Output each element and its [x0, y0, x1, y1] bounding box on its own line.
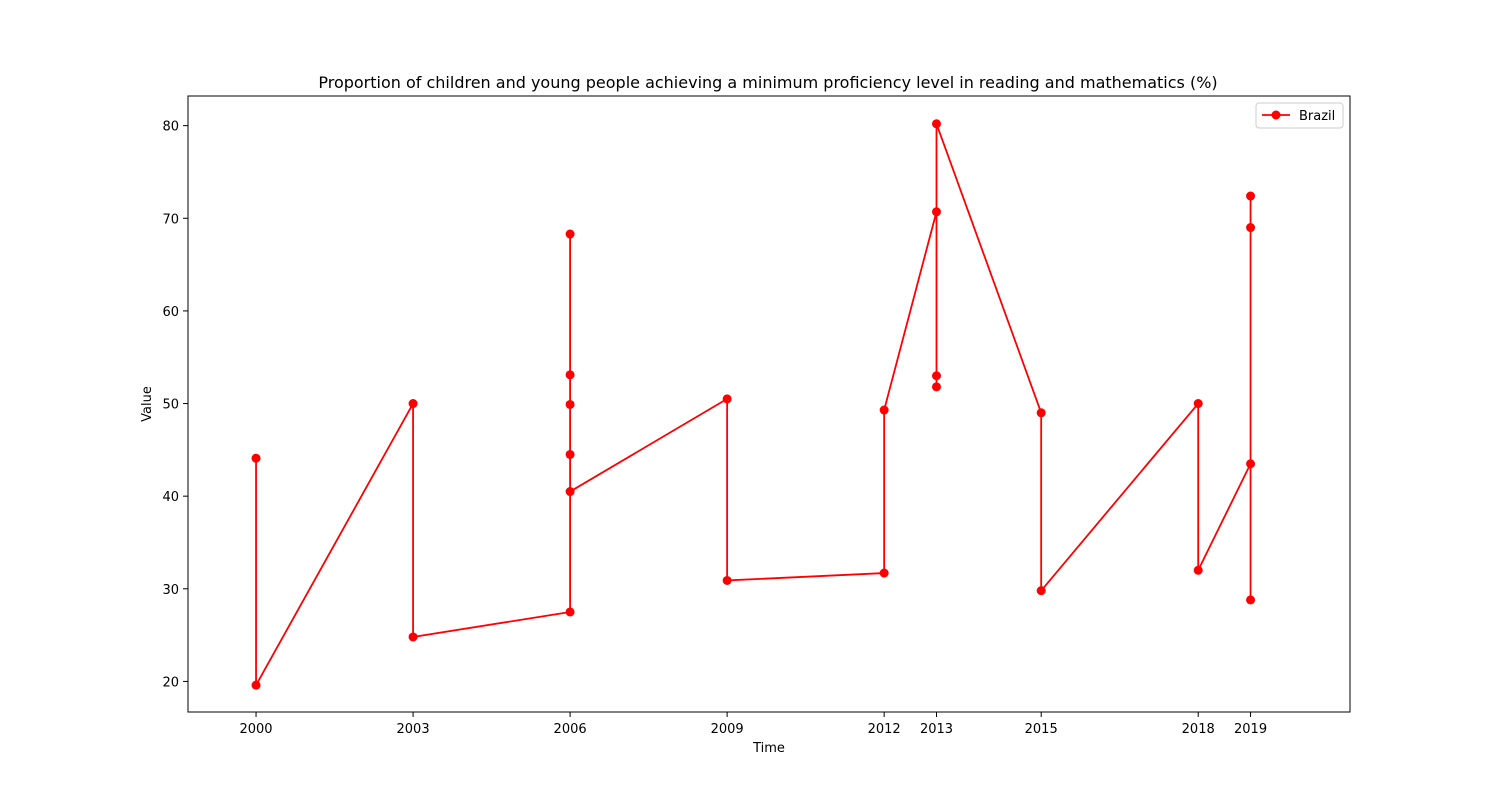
data-point [565, 370, 575, 380]
data-point [251, 453, 261, 463]
data-point [1036, 586, 1046, 596]
data-point [408, 632, 418, 642]
x-tick-label: 2015 [1025, 722, 1058, 737]
data-point [1036, 408, 1046, 418]
y-tick-label: 40 [162, 490, 179, 505]
legend: Brazil [1255, 102, 1344, 129]
data-point [931, 382, 941, 392]
data-point [1246, 223, 1256, 233]
y-axis: 20 30 40 50 60 70 80 [162, 120, 188, 690]
x-tick-label: 2012 [868, 722, 901, 737]
data-point [931, 371, 941, 381]
chart-title: Proportion of children and young people … [318, 73, 1217, 92]
data-point [1193, 565, 1203, 575]
data-point [879, 568, 889, 578]
data-point [931, 119, 941, 129]
series-brazil [251, 119, 1256, 690]
data-point [1193, 399, 1203, 409]
legend-marker [1271, 110, 1281, 120]
data-point [879, 405, 889, 415]
data-point [565, 229, 575, 239]
y-tick-label: 80 [162, 120, 179, 135]
data-point [565, 487, 575, 497]
x-tick-label: 2003 [397, 722, 430, 737]
y-tick-label: 20 [162, 675, 179, 690]
y-axis-label: Value [140, 386, 155, 422]
x-tick-label: 2013 [920, 722, 953, 737]
data-point [408, 399, 418, 409]
x-tick-label: 2006 [554, 722, 587, 737]
legend-box [1255, 102, 1344, 129]
plot-area [188, 96, 1350, 712]
data-point [565, 399, 575, 409]
x-tick-label: 2018 [1182, 722, 1215, 737]
y-tick-label: 50 [162, 398, 179, 413]
y-tick-label: 30 [162, 583, 179, 598]
legend-label: Brazil [1299, 109, 1335, 124]
x-tick-label: 2000 [239, 722, 272, 737]
x-axis-label: Time [752, 741, 785, 756]
plot-frame [187, 95, 1351, 713]
data-point [565, 607, 575, 617]
data-point [722, 394, 732, 404]
data-point [1246, 459, 1256, 469]
x-tick-label: 2019 [1234, 722, 1267, 737]
x-tick-label: 2009 [711, 722, 744, 737]
data-point [722, 575, 732, 585]
data-point [565, 449, 575, 459]
y-tick-label: 70 [162, 212, 179, 227]
data-point [251, 680, 261, 690]
data-point [1246, 595, 1256, 605]
data-point [1246, 191, 1256, 201]
data-point [931, 207, 941, 217]
x-axis: 2000 2003 2006 2009 2012 2013 2015 2018 2019 [239, 712, 1267, 737]
series-line [255, 122, 1252, 687]
y-tick-label: 60 [162, 305, 179, 320]
